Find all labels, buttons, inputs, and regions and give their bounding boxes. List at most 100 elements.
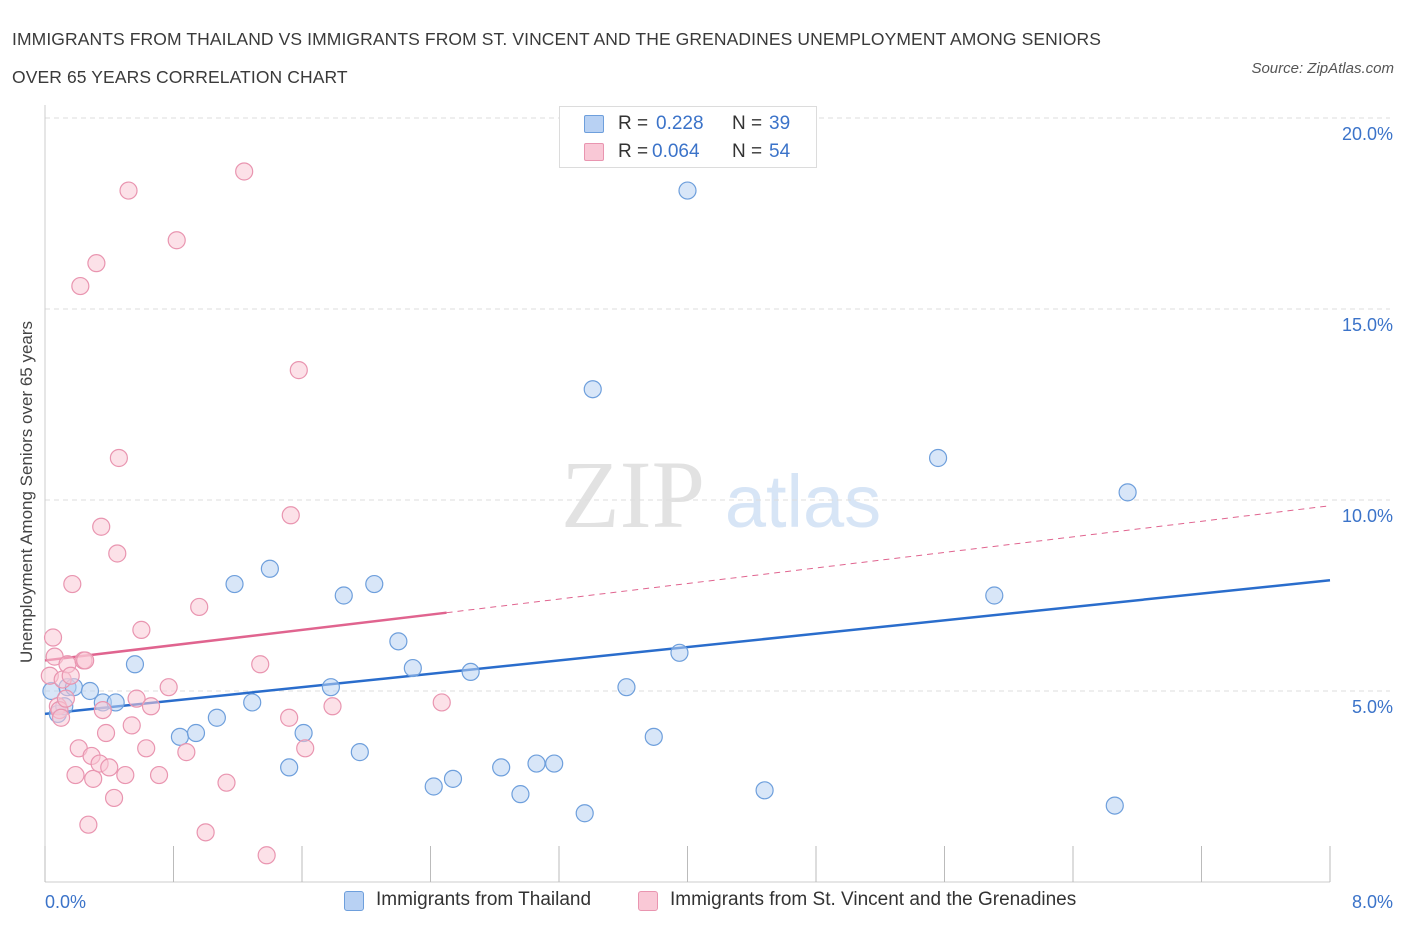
st-vincent-point (79, 815, 98, 834)
st-vincent-point (63, 574, 82, 594)
thailand-point (492, 758, 511, 777)
thailand-point (260, 559, 279, 578)
st-vincent-point (76, 651, 95, 670)
thailand-point (617, 678, 636, 697)
tick-labels: 5.0% 10.0% 15.0% 20.0% 0.0% 8.0% (45, 124, 1393, 912)
st-vincent-point (108, 544, 127, 563)
chart-title-line2: OVER 65 YEARS CORRELATION CHART (12, 67, 348, 87)
n-label: N = (732, 141, 763, 162)
st-vincent-point (159, 678, 178, 697)
thailand-point (461, 662, 480, 682)
st-vincent-point (251, 655, 270, 674)
thailand-point (1105, 796, 1124, 815)
st-vincent-point (149, 765, 169, 785)
thailand-point (545, 754, 564, 773)
st-vincent-point (93, 700, 112, 720)
st-vincent-point (177, 743, 196, 762)
y-tick-label: 5.0% (1352, 697, 1393, 717)
r-label: R = (618, 113, 649, 134)
st-vincent-point (84, 769, 103, 788)
st-vincent-point (61, 666, 80, 685)
thailand-point (125, 655, 145, 674)
st-vincent-point (127, 689, 146, 708)
thailand-swatch (584, 115, 604, 133)
thailand-point (424, 777, 443, 796)
thailand-point (365, 574, 384, 594)
thailand-legend-swatch (344, 891, 364, 911)
y-tick-label: 20.0% (1342, 124, 1393, 144)
st-vincent-point (87, 254, 106, 273)
st-vincent-trend-line (44, 611, 447, 662)
thailand-point (225, 574, 244, 594)
thailand-point (334, 586, 353, 605)
chart-title-line1: IMMIGRANTS FROM THAILAND VS IMMIGRANTS F… (12, 29, 1102, 49)
st-vincent-point (137, 739, 156, 758)
y-tick-label: 15.0% (1342, 315, 1393, 335)
st-vincent-point (141, 697, 161, 716)
n-value: 39 (769, 113, 791, 134)
thailand-point (207, 708, 226, 727)
st-vincent-point (235, 162, 254, 181)
st-vincent-point (190, 597, 209, 617)
r-label: R = (618, 141, 649, 162)
source-credit: Source: ZipAtlas.com (1251, 60, 1394, 77)
st-vincent-point (92, 517, 111, 536)
st-vincent-point (43, 628, 63, 647)
thailand-point (511, 785, 530, 804)
st-vincent-point (71, 276, 90, 296)
y-tick-label: 10.0% (1342, 506, 1393, 526)
watermark: ZIP atlas (561, 441, 881, 548)
thailand-point (1118, 483, 1137, 502)
st-vincent-point (132, 620, 151, 639)
r-value: 0.064 (652, 141, 700, 162)
thailand-point (403, 658, 422, 678)
legend-label: Immigrants from St. Vincent and the Gren… (670, 889, 1077, 910)
thailand-point (985, 586, 1004, 605)
st-vincent-point (56, 689, 75, 708)
watermark-zip: ZIP (561, 441, 705, 548)
thailand-point (443, 769, 463, 788)
x-tick-label: 8.0% (1352, 892, 1393, 912)
st-vincent-point (217, 773, 236, 792)
data-points (40, 162, 1137, 865)
x-tick-label: 0.0% (45, 892, 86, 912)
st-vincent-point (281, 506, 300, 525)
st-vincent-point (296, 739, 315, 758)
st-vincent-point (323, 697, 342, 716)
st-vincent-point (100, 758, 119, 777)
st-vincent-point (104, 788, 124, 808)
legend: Immigrants from Thailand Immigrants from… (0, 889, 1406, 915)
st-vincent-point (432, 693, 451, 712)
st-vincent-point (289, 361, 308, 380)
r-value: 0.228 (656, 113, 704, 134)
st-vincent-swatch (584, 143, 604, 161)
thailand-point (294, 723, 313, 743)
thailand-point (755, 781, 774, 800)
thailand-point (280, 758, 299, 777)
n-value: 54 (769, 141, 791, 162)
legend-label: Immigrants from Thailand (376, 889, 592, 910)
st-vincent-point (280, 708, 299, 727)
st-vincent-point (109, 448, 128, 468)
st-vincent-point (51, 708, 71, 727)
thailand-point (321, 678, 341, 697)
thailand-point (170, 727, 190, 746)
correlation-stats-box: R = 0.228 N = 39 R = 0.064 N = 54 (559, 106, 817, 168)
thailand-point (678, 181, 697, 200)
thailand-point (80, 681, 100, 701)
axes (44, 105, 1331, 883)
st-vincent-point (96, 723, 116, 743)
grid-lines (45, 117, 1390, 692)
thailand-point (527, 754, 546, 773)
chart-title: IMMIGRANTS FROM THAILAND VS IMMIGRANTS F… (12, 20, 1212, 96)
watermark-atlas: atlas (725, 460, 881, 543)
st-vincent-point (119, 181, 138, 200)
thailand-point (389, 632, 408, 651)
st-vincent-point (167, 231, 186, 250)
thailand-point (644, 727, 663, 746)
st-vincent-point (122, 716, 141, 735)
st-vincent-point (196, 823, 215, 842)
st-vincent-point (116, 765, 135, 785)
st-vincent-point (257, 846, 276, 865)
